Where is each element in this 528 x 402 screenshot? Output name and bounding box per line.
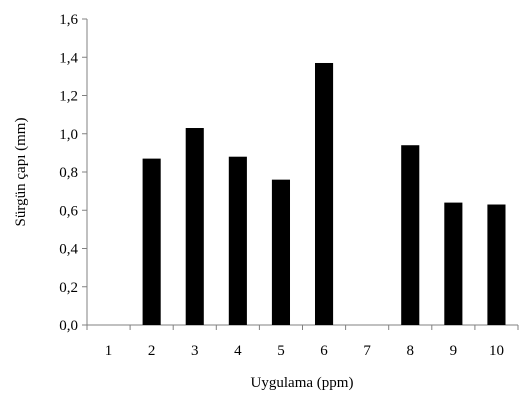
bars-layer xyxy=(142,62,506,326)
x-tick-label: 10 xyxy=(489,343,504,359)
y-tick-label: 1,6 xyxy=(59,12,78,28)
y-tick-label: 1,2 xyxy=(59,89,78,105)
bar-6 xyxy=(314,62,334,326)
x-tick-label: 2 xyxy=(148,343,156,359)
y-tick-label: 0,8 xyxy=(59,165,78,181)
x-tick-label: 4 xyxy=(234,343,242,359)
y-tick-label: 1,0 xyxy=(59,127,78,143)
y-axis-title: Sürgün çapı (mm) xyxy=(13,118,29,227)
x-tick-label: 3 xyxy=(191,343,199,359)
y-tick-label: 0,0 xyxy=(59,318,78,334)
y-tick-label: 1,4 xyxy=(59,50,78,66)
bar-4 xyxy=(228,156,247,325)
x-tick-label: 6 xyxy=(320,343,328,359)
y-tick-label: 0,6 xyxy=(59,203,78,219)
bar-8 xyxy=(401,145,420,325)
x-tick-label: 8 xyxy=(407,343,415,359)
bar-5 xyxy=(271,179,291,325)
bar-3 xyxy=(185,128,204,325)
x-tick-label: 7 xyxy=(363,343,371,359)
y-tick-label: 0,2 xyxy=(59,280,78,296)
bar-2 xyxy=(142,158,161,325)
y-tick-labels: 0,0 0,2 0,4 0,6 0,8 1,0 1,2 1,4 1,6 xyxy=(59,12,78,334)
x-axis-title: Uygulama (ppm) xyxy=(251,375,354,391)
x-tick-label: 9 xyxy=(450,343,458,359)
x-tick-label: 1 xyxy=(105,343,113,359)
bar-9 xyxy=(444,202,463,325)
y-tick-label: 0,4 xyxy=(59,242,78,258)
bar-10 xyxy=(487,204,506,325)
x-tick-labels: 1 2 3 4 5 6 7 8 9 10 xyxy=(105,343,504,359)
x-tick-label: 5 xyxy=(277,343,285,359)
